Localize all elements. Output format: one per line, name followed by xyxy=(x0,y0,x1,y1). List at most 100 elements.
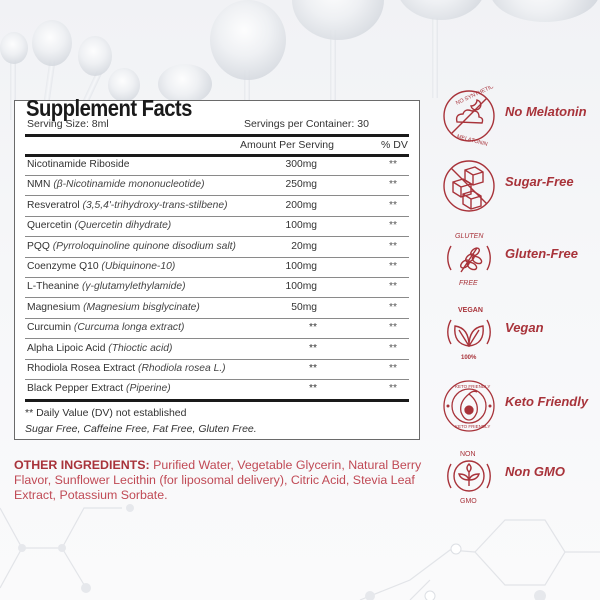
ingredient-amount: 50mg xyxy=(291,301,317,313)
row-divider xyxy=(25,175,409,176)
table-row: Resveratrol (3,5,4'-trihydroxy-trans-sti… xyxy=(27,196,409,216)
ingredient-dv: ** xyxy=(388,240,397,252)
ingredient-form: (Curcuma longa extract) xyxy=(73,322,185,334)
servings-per-container: Servings per Container: 30 xyxy=(244,118,369,130)
table-row: Coenzyme Q10 (Ubiquinone-10) 100mg ** xyxy=(27,257,409,277)
ingredient-amount: ** xyxy=(308,363,317,374)
ingredient-form: (β-Nicotinamide mononucleotide) xyxy=(53,179,205,191)
ingredient-amount: 100mg xyxy=(285,261,317,272)
ingredient-amount: 250mg xyxy=(285,179,317,191)
row-divider xyxy=(25,215,409,217)
divider-thick xyxy=(25,134,409,137)
svg-text:100%: 100% xyxy=(461,355,477,361)
ingredient-dv: ** xyxy=(388,159,397,170)
svg-text:KETO FRIENDLY: KETO FRIENDLY xyxy=(455,424,490,429)
row-divider xyxy=(25,317,409,319)
ingredient-name: Quercetin (Quercetin dihydrate) xyxy=(27,220,171,231)
other-ingredients-text: Purified Water, Vegetable Glycerin, Natu… xyxy=(14,458,422,502)
row-divider xyxy=(25,277,409,278)
table-row: Magnesium (Magnesium bisglycinate) 50mg ** xyxy=(27,298,409,318)
ingredient-common-name: Curcumin xyxy=(27,322,74,334)
ingredient-name: L-Theanine (γ-glutamylethylamide) xyxy=(27,281,186,292)
ingredient-amount: ** xyxy=(308,383,317,395)
table-row: PQQ (Pyrroloquinoline quinone disodium s… xyxy=(27,237,409,257)
supplement-facts-panel: Supplement Facts Serving Size: 8ml Servi… xyxy=(14,95,420,440)
table-row: Alpha Lipoic Acid (Thioctic acid) ** ** xyxy=(27,339,409,359)
ingredient-name: Black Pepper Extract (Piperine) xyxy=(27,383,171,394)
svg-text:GMO: GMO xyxy=(460,498,477,505)
keto-friendly-icon: KETO FRIENDLY KETO FRIENDLY xyxy=(443,380,495,432)
svg-text:GLUTEN: GLUTEN xyxy=(455,233,484,240)
ingredient-dv: ** xyxy=(388,179,397,191)
other-ingredients-label: OTHER INGREDIENTS: xyxy=(14,458,150,472)
ingredient-name: Magnesium (Magnesium bisglycinate) xyxy=(27,302,200,313)
ingredient-name: Curcumin (Curcuma longa extract) xyxy=(27,322,184,333)
ingredient-amount: 200mg xyxy=(285,199,317,211)
svg-text:FREE: FREE xyxy=(459,280,478,287)
row-divider xyxy=(25,358,409,360)
ingredient-form: (3,5,4'-trihydroxy-trans-stilbene) xyxy=(82,199,228,211)
ingredient-dv: ** xyxy=(388,281,397,293)
ingredient-amount: 100mg xyxy=(285,220,317,232)
ingredient-form: (Piperine) xyxy=(126,383,171,395)
ingredient-dv: ** xyxy=(388,383,397,395)
svg-text:NON: NON xyxy=(460,451,476,458)
ingredient-name: Coenzyme Q10 (Ubiquinone-10) xyxy=(27,261,175,272)
ingredient-form: (Thioctic acid) xyxy=(108,342,173,354)
ingredient-amount: ** xyxy=(308,342,317,354)
ingredient-form: (Pyrroloquinoline quinone disodium salt) xyxy=(52,240,236,252)
serving-size: Serving Size: 8ml xyxy=(27,118,109,130)
badge-no-melatonin: NO SYNTHETIC MELATONIN No Melatonin xyxy=(437,82,600,146)
header-dv: % DV xyxy=(381,139,408,151)
row-divider xyxy=(25,338,409,340)
table-row: Black Pepper Extract (Piperine) ** ** xyxy=(27,379,409,399)
table-row: Rhodiola Rosea Extract (Rhodiola rosea L… xyxy=(27,359,409,379)
ingredient-form: (Quercetin dihydrate) xyxy=(74,220,172,232)
ingredient-common-name: NMN xyxy=(27,179,54,191)
ingredient-common-name: Alpha Lipoic Acid xyxy=(27,342,109,354)
badge-label: Keto Friendly xyxy=(505,394,589,409)
badge-gluten-free: GLUTEN FREE Gluten-Free xyxy=(437,224,600,287)
badge-label: Vegan xyxy=(505,320,544,335)
non-gmo-icon: NON GMO xyxy=(447,451,491,505)
svg-text:VEGAN: VEGAN xyxy=(458,307,483,314)
ingredient-dv: ** xyxy=(388,322,397,334)
ingredient-form: (Rhodiola rosea L.) xyxy=(138,363,226,374)
ingredient-amount: ** xyxy=(308,322,317,334)
row-divider xyxy=(25,297,409,299)
ingredient-common-name: L-Theanine xyxy=(27,281,82,293)
badge-label: Non GMO xyxy=(505,464,565,479)
badge-label: Gluten-Free xyxy=(505,246,578,261)
ingredient-name: Nicotinamide Riboside xyxy=(27,159,129,170)
row-divider xyxy=(25,236,409,238)
table-row: Nicotinamide Riboside 300mg ** xyxy=(27,155,409,175)
ingredient-dv: ** xyxy=(388,199,397,211)
gluten-free-icon: GLUTEN FREE xyxy=(447,233,491,287)
ingredient-common-name: Rhodiola Rosea Extract xyxy=(27,363,139,374)
badge-non-gmo: NON GMO Non GMO xyxy=(437,442,600,505)
ingredient-dv: ** xyxy=(388,301,397,313)
free-from-note: Sugar Free, Caffeine Free, Fat Free, Glu… xyxy=(25,423,257,435)
ingredient-name: Rhodiola Rosea Extract (Rhodiola rosea L… xyxy=(27,363,226,374)
ingredient-common-name: Coenzyme Q10 xyxy=(27,261,102,272)
ingredient-common-name: Quercetin xyxy=(27,220,75,232)
table-row: NMN (β-Nicotinamide mononucleotide) 250mg… xyxy=(27,175,409,195)
ingredient-common-name: Nicotinamide Riboside xyxy=(27,159,130,170)
ingredient-name: PQQ (Pyrroloquinoline quinone disodium s… xyxy=(27,241,236,252)
ingredient-amount: 20mg xyxy=(291,240,317,252)
ingredient-common-name: Black Pepper Extract xyxy=(27,383,127,395)
svg-text:NO SYNTHETIC: NO SYNTHETIC xyxy=(455,86,495,107)
ingredient-common-name: Resveratrol xyxy=(27,199,83,211)
table-row: Quercetin (Quercetin dihydrate) 100mg ** xyxy=(27,216,409,236)
badge-keto-friendly: KETO FRIENDLY KETO FRIENDLY Keto Friendl… xyxy=(437,372,600,432)
badge-vegan: VEGAN 100% Vegan xyxy=(437,298,600,361)
svg-text:KETO FRIENDLY: KETO FRIENDLY xyxy=(455,384,490,389)
ingredient-form: (Magnesium bisglycinate) xyxy=(83,301,200,313)
vegan-icon: VEGAN 100% xyxy=(447,307,491,361)
badge-sugar-free: Sugar-Free xyxy=(437,152,600,212)
ingredient-common-name: Magnesium xyxy=(27,301,84,313)
ingredient-dv: ** xyxy=(388,261,397,272)
ingredient-form: (γ-glutamylethylamide) xyxy=(81,281,186,293)
row-divider xyxy=(25,195,409,197)
row-divider xyxy=(25,379,409,380)
